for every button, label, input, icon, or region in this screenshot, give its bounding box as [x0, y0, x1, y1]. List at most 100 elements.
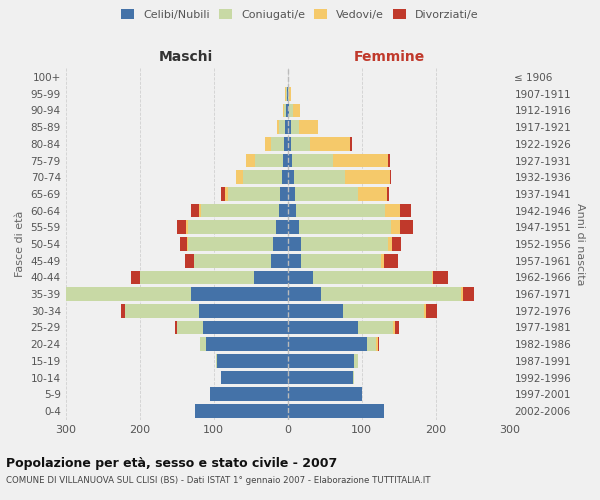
Bar [295, 187, 358, 201]
Bar [287, 287, 321, 301]
Bar [287, 137, 291, 150]
Bar [299, 120, 318, 134]
Bar [186, 220, 188, 234]
Bar [388, 187, 389, 201]
Bar [243, 170, 281, 184]
Bar [195, 404, 287, 418]
Bar [46, 287, 55, 301]
Bar [391, 220, 400, 234]
Bar [395, 320, 398, 334]
Bar [299, 220, 391, 234]
Bar [358, 187, 388, 201]
Bar [287, 320, 358, 334]
Bar [389, 170, 391, 184]
Bar [287, 87, 289, 101]
Bar [273, 237, 287, 251]
Bar [394, 320, 395, 334]
Legend: Celibi/Nubili, Coniugati/e, Vedovi/e, Divorziati/e: Celibi/Nubili, Coniugati/e, Vedovi/e, Di… [118, 6, 482, 23]
Bar [287, 154, 292, 168]
Bar [277, 220, 287, 234]
Bar [280, 120, 286, 134]
Bar [178, 220, 186, 234]
Bar [287, 354, 354, 368]
Bar [265, 137, 271, 150]
Bar [381, 254, 385, 268]
Bar [287, 254, 301, 268]
Bar [301, 237, 388, 251]
Bar [221, 187, 225, 201]
Bar [246, 154, 255, 168]
Bar [287, 170, 293, 184]
Bar [353, 370, 354, 384]
Bar [289, 87, 290, 101]
Bar [388, 154, 389, 168]
Bar [287, 204, 296, 218]
Bar [400, 204, 411, 218]
Bar [280, 187, 287, 201]
Bar [296, 204, 385, 218]
Bar [194, 254, 271, 268]
Bar [199, 304, 287, 318]
Bar [290, 120, 299, 134]
Bar [187, 237, 188, 251]
Bar [287, 220, 299, 234]
Bar [191, 204, 199, 218]
Bar [385, 204, 400, 218]
Bar [333, 154, 388, 168]
Bar [287, 120, 290, 134]
Bar [426, 304, 437, 318]
Bar [287, 104, 289, 118]
Bar [354, 354, 358, 368]
Bar [176, 320, 203, 334]
Bar [254, 270, 287, 284]
Bar [376, 338, 378, 351]
Bar [225, 187, 229, 201]
Bar [216, 354, 217, 368]
Y-axis label: Anni di nascita: Anni di nascita [575, 202, 585, 285]
Bar [221, 370, 287, 384]
Bar [287, 338, 367, 351]
Bar [217, 354, 287, 368]
Bar [293, 170, 345, 184]
Bar [392, 237, 401, 251]
Bar [287, 370, 353, 384]
Bar [121, 304, 125, 318]
Bar [284, 137, 287, 150]
Bar [463, 287, 474, 301]
Bar [279, 204, 287, 218]
Bar [292, 154, 333, 168]
Y-axis label: Fasce di età: Fasce di età [15, 211, 25, 277]
Bar [286, 87, 287, 101]
Bar [289, 104, 293, 118]
Bar [287, 270, 313, 284]
Bar [188, 220, 277, 234]
Bar [345, 170, 389, 184]
Bar [277, 120, 280, 134]
Bar [301, 254, 381, 268]
Bar [200, 338, 206, 351]
Bar [206, 338, 287, 351]
Bar [188, 237, 273, 251]
Bar [385, 254, 398, 268]
Bar [350, 137, 352, 150]
Bar [125, 304, 199, 318]
Bar [367, 338, 376, 351]
Bar [236, 170, 243, 184]
Bar [291, 137, 310, 150]
Bar [293, 104, 300, 118]
Bar [140, 270, 254, 284]
Bar [179, 237, 187, 251]
Bar [284, 104, 286, 118]
Bar [313, 270, 432, 284]
Bar [283, 104, 284, 118]
Bar [210, 388, 287, 401]
Bar [287, 187, 295, 201]
Text: Femmine: Femmine [354, 50, 425, 64]
Bar [199, 204, 201, 218]
Bar [255, 154, 283, 168]
Bar [203, 320, 287, 334]
Bar [424, 304, 426, 318]
Text: Popolazione per età, sesso e stato civile - 2007: Popolazione per età, sesso e stato civil… [6, 458, 337, 470]
Bar [286, 104, 287, 118]
Bar [310, 137, 350, 150]
